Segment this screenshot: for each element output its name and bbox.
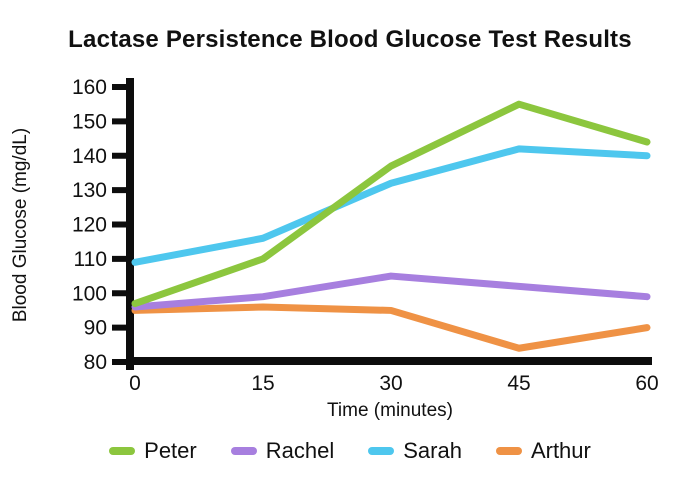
y-tick-label: 120 <box>72 214 107 237</box>
x-tick-label: 15 <box>251 372 274 395</box>
legend-label-sarah: Sarah <box>403 438 462 463</box>
y-tick-label: 100 <box>72 282 107 305</box>
y-tick-label: 130 <box>72 179 107 202</box>
x-tick-label: 30 <box>379 372 402 395</box>
y-tick <box>112 221 127 228</box>
y-tick-label: 80 <box>84 351 107 374</box>
y-tick-label: 140 <box>72 145 107 168</box>
y-axis-line <box>126 78 134 370</box>
x-axis-label: Time (minutes) <box>327 400 453 421</box>
y-tick <box>112 187 127 194</box>
x-tick-label: 0 <box>129 372 141 395</box>
y-tick <box>112 84 127 90</box>
legend: Peter Rachel Sarah Arthur <box>0 438 700 464</box>
legend-swatch-rachel <box>230 447 257 455</box>
y-tick-label: 150 <box>72 110 107 133</box>
series-line-arthur <box>131 303 651 352</box>
legend-label-arthur: Arthur <box>530 438 591 463</box>
legend-label-rachel: Rachel <box>265 438 335 463</box>
legend-item-rachel: Rachel <box>230 438 335 464</box>
x-axis-line <box>126 357 652 365</box>
legend-item-arthur: Arthur <box>495 438 591 464</box>
legend-swatch-peter <box>109 447 136 455</box>
series-line-peter <box>131 100 651 308</box>
y-tick-label: 160 <box>72 76 107 99</box>
x-tick-label: 45 <box>507 372 530 395</box>
y-tick <box>112 359 127 365</box>
y-tick-label: 90 <box>84 317 107 340</box>
y-tick <box>112 255 127 262</box>
series-line-sarah <box>131 145 651 266</box>
y-tick <box>112 324 127 331</box>
series-line-rachel <box>131 272 651 311</box>
y-axis-label: Blood Glucose (mg/dL) <box>10 128 31 322</box>
chart-title: Lactase Persistence Blood Glucose Test R… <box>68 26 632 53</box>
y-tick <box>112 152 127 159</box>
y-tick <box>112 118 127 125</box>
legend-item-sarah: Sarah <box>368 438 462 464</box>
legend-item-peter: Peter <box>109 438 197 464</box>
y-tick <box>112 290 127 297</box>
y-tick-label: 110 <box>74 248 107 271</box>
legend-label-peter: Peter <box>144 438 197 463</box>
legend-swatch-arthur <box>495 447 522 455</box>
legend-swatch-sarah <box>368 447 395 455</box>
x-tick-label: 60 <box>635 372 658 395</box>
